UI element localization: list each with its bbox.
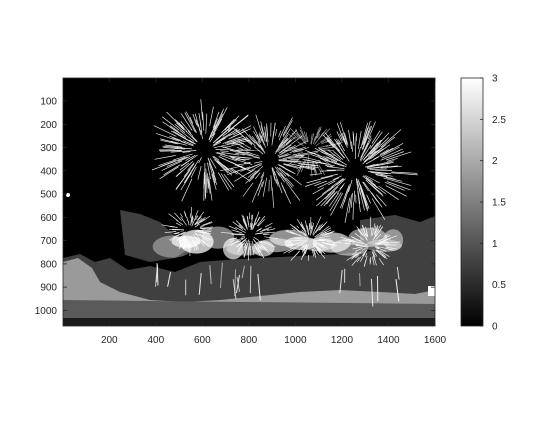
y-tick-label: 1000: [35, 306, 58, 317]
y-tick-label: 500: [40, 190, 57, 201]
colorbar-tick-label: 1: [492, 239, 498, 250]
y-tick-label: 100: [40, 97, 57, 108]
y-tick-label: 400: [40, 166, 57, 177]
spark: [66, 193, 70, 197]
colorbar-tick-label: 3: [492, 74, 498, 85]
x-tick-label: 600: [194, 335, 211, 346]
y-tick-label: 800: [40, 259, 57, 270]
x-tick-label: 1400: [377, 335, 400, 346]
x-tick-label: 1000: [284, 335, 307, 346]
colorbar-gradient: [461, 78, 483, 326]
colorbar-tick-label: 2.5: [492, 115, 506, 126]
colorbar-tick-label: 0: [492, 322, 498, 333]
colorbar: 0 0.5 1 1.5 2 2.5 3: [461, 74, 506, 333]
x-tick-label: 1600: [424, 335, 447, 346]
x-tick-label: 200: [101, 335, 118, 346]
y-tick-label: 900: [40, 283, 57, 294]
colorbar-tick-label: 0.5: [492, 280, 506, 291]
x-tick-label: 1200: [331, 335, 354, 346]
x-tick-label: 800: [241, 335, 258, 346]
y-tick-label: 600: [40, 213, 57, 224]
y-tick-label: 300: [40, 143, 57, 154]
y-tick-label: 200: [40, 120, 57, 131]
x-tick-label: 400: [147, 335, 164, 346]
colorbar-tick-label: 1.5: [492, 198, 506, 209]
colorbar-tick-label: 2: [492, 156, 498, 167]
y-tick-label: 700: [40, 236, 57, 247]
plot-area: [63, 78, 435, 326]
